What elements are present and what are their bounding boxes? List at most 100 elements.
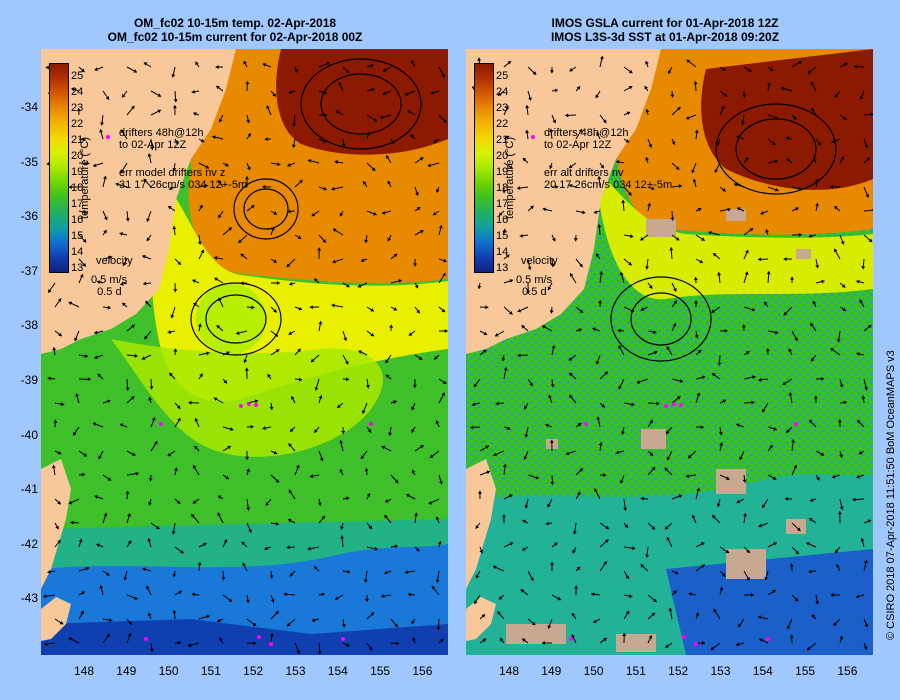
current-arrowhead [180,549,184,554]
colorbar-tick: 21 [71,134,84,146]
current-arrowhead [96,280,101,285]
current-arrowhead [816,476,820,481]
current-arrowhead [653,350,658,355]
current-arrowhead [360,258,365,263]
current-arrowhead [68,500,73,505]
current-arrowhead [294,69,299,73]
right-velocity-scale: 0.5 m/s 0.5 d [516,274,553,298]
current-arrowhead [245,81,250,85]
y-tick-label: -41 [20,482,38,497]
current-arrowhead [693,81,698,85]
current-arrowhead [314,429,318,433]
current-arrowhead [736,423,740,428]
current-arrowhead [693,276,698,281]
current-arrowhead [716,141,721,146]
current-arrowhead [783,311,788,316]
current-arrowhead [398,279,402,283]
current-arrowhead [94,355,98,360]
current-arrowhead [697,349,702,354]
current-arrowhead [219,637,223,642]
current-arrowhead [582,210,586,215]
current-arrowhead [831,139,835,144]
right-velocity-legend: velocity [521,255,558,267]
current-arrowhead [696,392,701,397]
current-arrowhead [430,90,435,95]
current-arrowhead [443,258,447,263]
current-arrowhead [125,490,130,495]
current-arrowhead [251,305,255,310]
current-arrowhead [742,94,747,98]
current-arrowhead [712,515,716,519]
current-arrowhead [625,610,630,615]
current-arrowhead [592,327,596,332]
current-arrowhead [833,248,838,253]
current-arrowhead [529,382,533,386]
current-arrowhead [187,643,192,648]
current-arrowhead [636,380,641,384]
left-map-canvas [41,49,448,655]
current-arrowhead [673,300,677,304]
current-arrowhead [834,549,839,554]
current-arrowhead [594,488,598,492]
current-arrowhead [143,62,148,66]
current-arrowhead [745,249,749,254]
current-arrowhead [240,281,244,286]
current-arrowhead [574,585,579,589]
current-arrowhead [653,330,657,335]
current-arrowhead [593,210,598,214]
current-arrowhead [855,594,860,599]
current-arrowhead [856,279,860,284]
current-arrowhead [648,144,653,148]
right-land [466,49,661,354]
left-drifters-label: drifters 48h@12h to 02-Apr 12Z [119,127,204,151]
current-arrowhead [435,420,440,425]
current-arrowhead [605,525,610,530]
current-arrowhead [337,404,341,408]
current-arrowhead [631,402,635,407]
x-tick-label: 154 [327,664,348,678]
current-arrowhead [696,487,701,492]
current-arrowhead [345,377,350,382]
current-arrowhead [783,257,787,262]
current-arrowhead [331,303,335,308]
current-arrowhead [291,396,295,400]
current-arrowhead [245,456,250,460]
current-arrowhead [860,538,865,542]
current-arrowhead [552,119,557,124]
current-arrowhead [752,375,756,380]
current-arrowhead [147,153,152,157]
colorbar-tick: 22 [496,118,509,130]
current-arrowhead [519,233,524,238]
current-arrowhead [764,301,768,306]
current-arrowhead [215,65,219,70]
current-arrowhead [288,90,293,94]
current-arrowhead [712,253,717,257]
current-arrowhead [317,502,322,506]
current-arrowhead [373,118,378,122]
current-arrowhead [744,157,749,161]
current-arrowhead [603,561,607,565]
current-arrowhead [836,339,841,343]
current-arrowhead [795,207,799,211]
current-arrowhead [55,525,59,530]
current-arrowhead [808,569,812,574]
current-arrowhead [485,305,489,310]
current-arrowhead [103,175,107,180]
current-arrowhead [122,302,126,307]
current-arrowhead [829,184,833,189]
current-arrowhead [128,621,132,625]
current-arrowhead [317,247,322,251]
y-tick-label: -37 [20,263,38,278]
colorbar-tick: 24 [71,86,84,98]
current-arrowhead [666,456,671,461]
current-arrowhead [167,452,172,457]
current-arrowhead [253,641,257,646]
current-arrowhead [517,308,522,313]
current-arrowhead [812,157,817,161]
current-arrowhead [262,62,267,67]
current-arrowhead [408,332,413,336]
current-arrowhead [571,634,576,638]
current-arrowhead [765,229,769,233]
current-arrowhead [47,376,51,381]
current-arrowhead [745,351,750,355]
